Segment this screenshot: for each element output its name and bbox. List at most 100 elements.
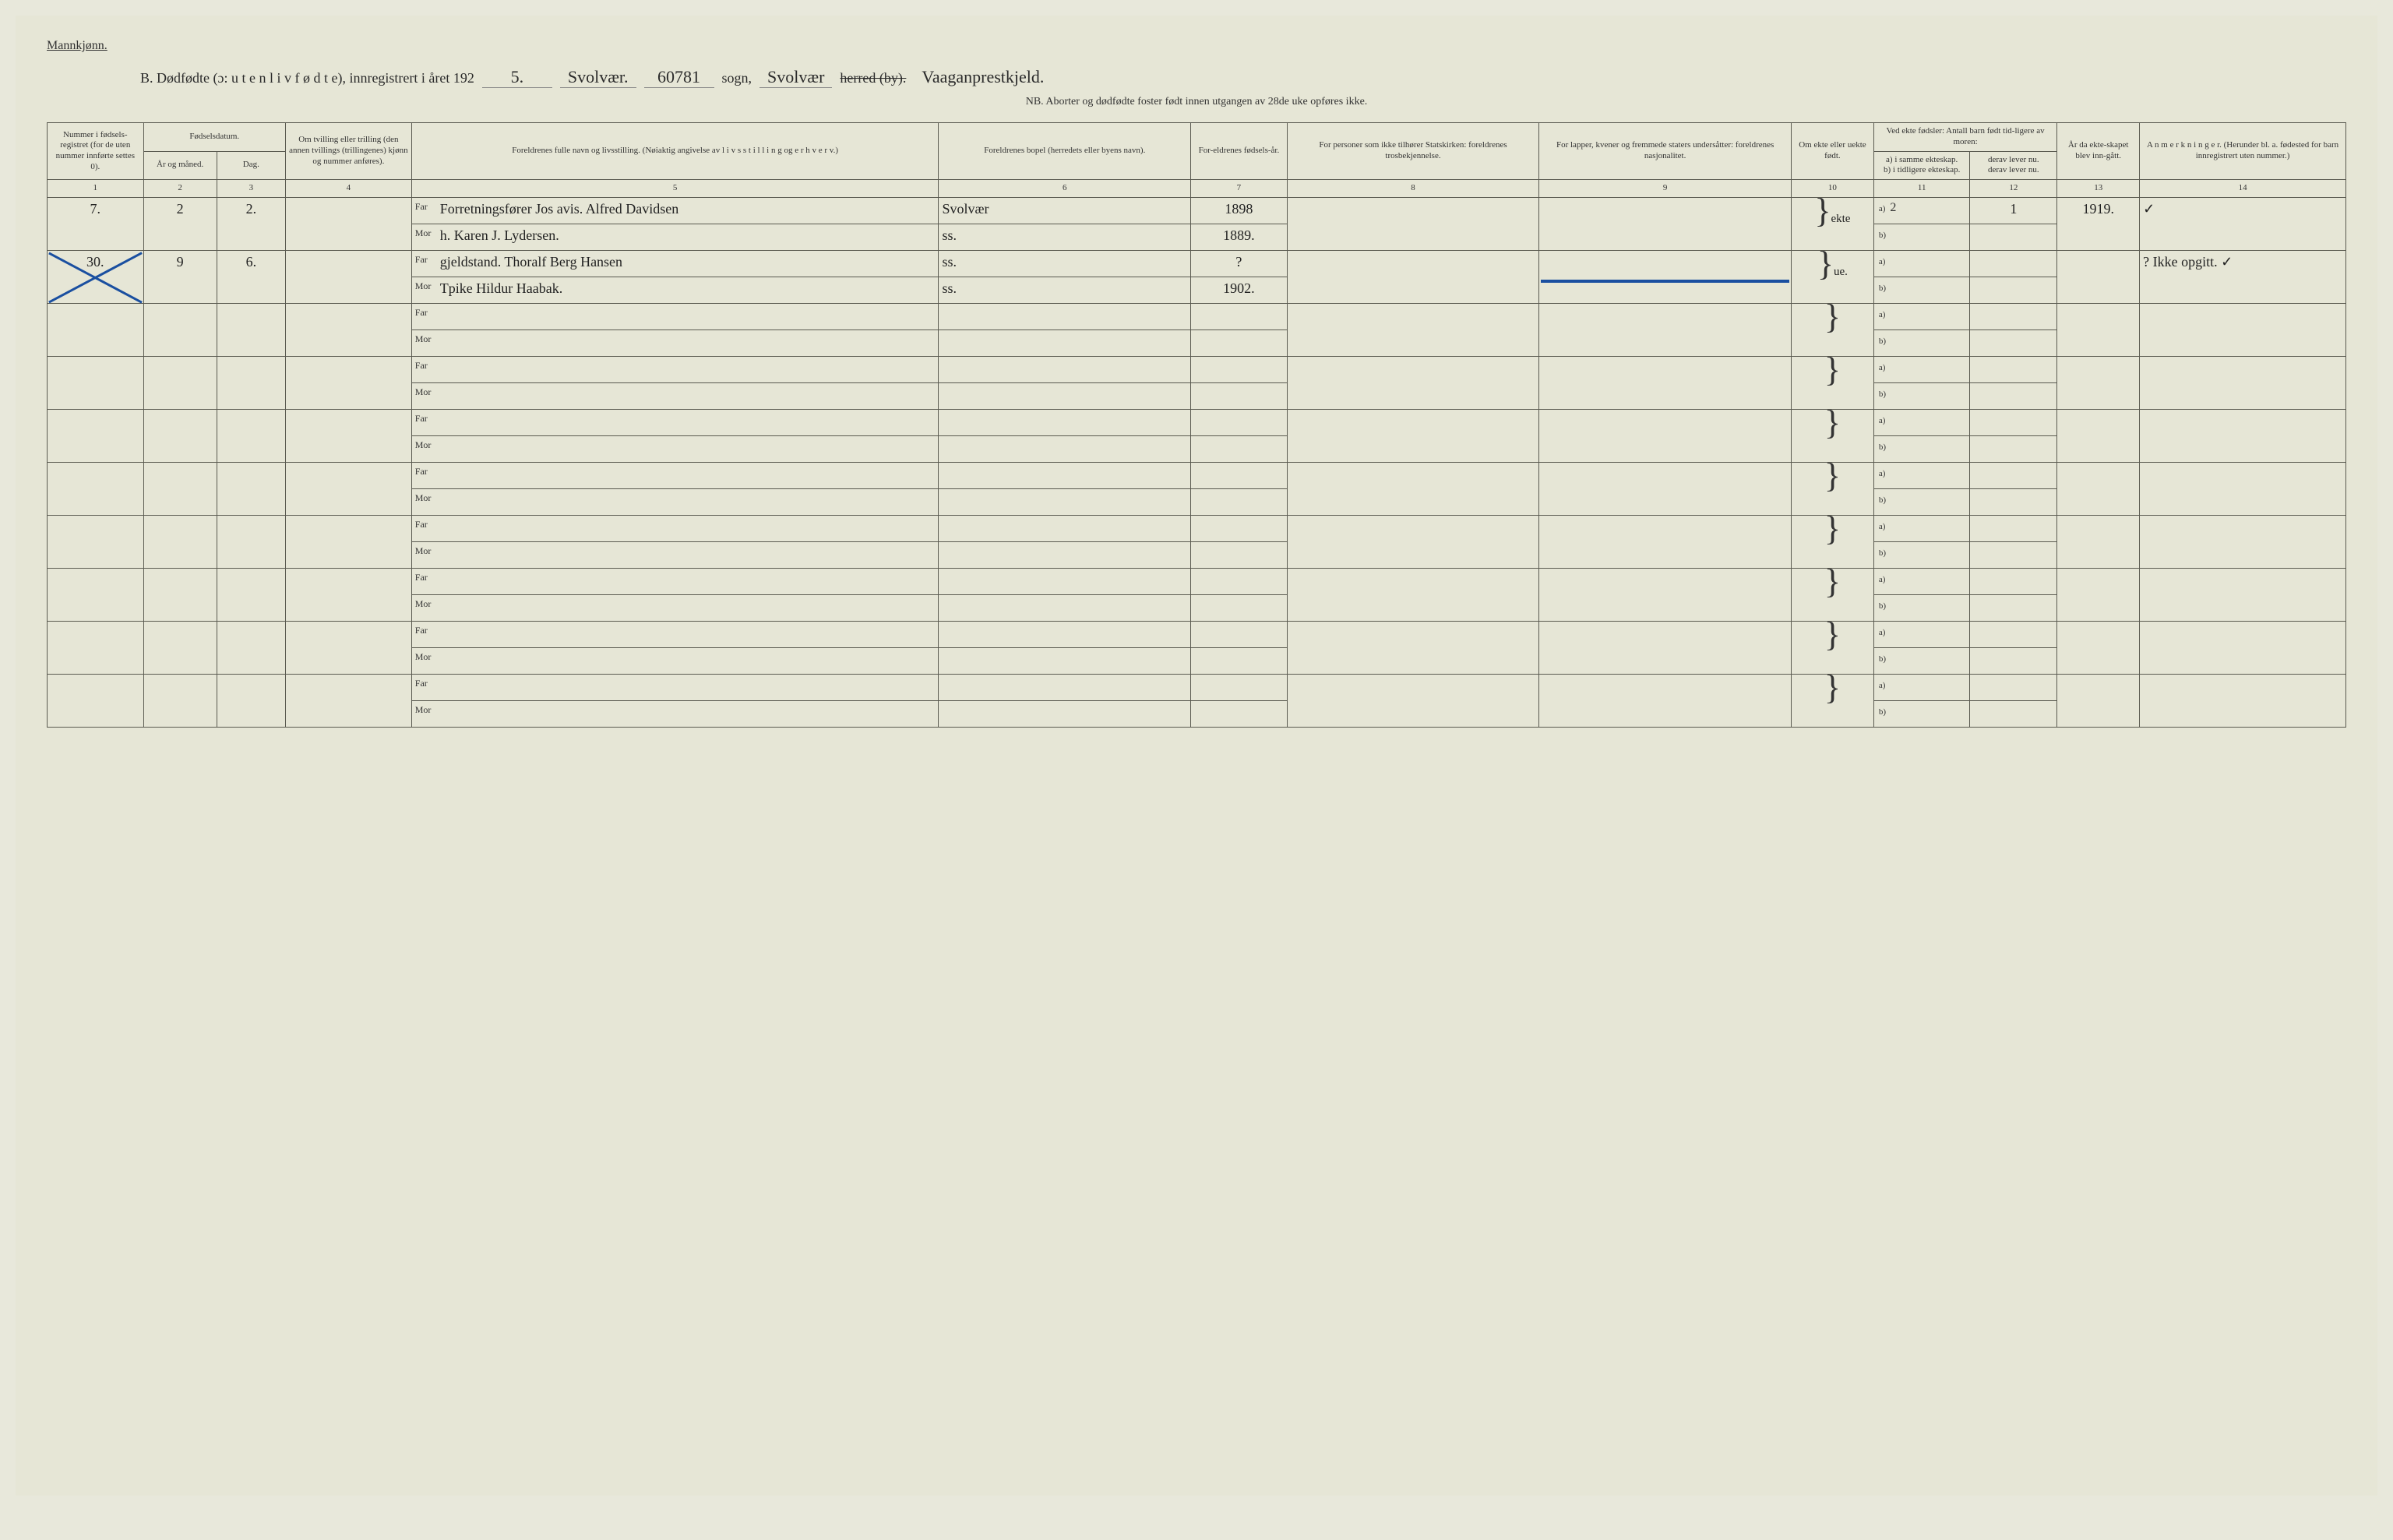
mor-label: Mor xyxy=(415,545,437,557)
cell-11a: a) xyxy=(1873,303,1970,329)
cell-13 xyxy=(2057,515,2140,568)
colnum-9: 9 xyxy=(1539,180,1792,198)
far-label: Far xyxy=(415,678,437,689)
cell-col9 xyxy=(1539,568,1792,621)
val-11b xyxy=(1886,598,1891,611)
cell-mor-name: Mor xyxy=(411,700,939,727)
cell-13 xyxy=(2057,568,2140,621)
cell-ym: 2 xyxy=(143,197,217,250)
cell-num xyxy=(48,356,144,409)
far-label: Far xyxy=(415,466,437,478)
cell-14 xyxy=(2140,356,2346,409)
cell-11b: b) xyxy=(1873,435,1970,462)
col-2a-header: År og måned. xyxy=(143,151,217,180)
entry-row-far: Far}a) xyxy=(48,356,2346,382)
cell-twin xyxy=(285,250,411,303)
colnum-2: 2 xyxy=(143,180,217,198)
cell-11a: a) xyxy=(1873,621,1970,647)
cell-11b: b) xyxy=(1873,700,1970,727)
cell-num xyxy=(48,621,144,674)
colnum-14: 14 xyxy=(2140,180,2346,198)
mor-name-text: Tpike Hildur Haabak. xyxy=(440,280,562,297)
cell-12b xyxy=(1970,329,2057,356)
mor-label: Mor xyxy=(415,704,437,716)
cell-num xyxy=(48,674,144,727)
entry-row-far: Far}a) xyxy=(48,515,2346,541)
table-body: 7.22.FarForretningsfører Jos avis. Alfre… xyxy=(48,197,2346,727)
cell-far-bopel xyxy=(939,515,1191,541)
cell-ekte-brace: } xyxy=(1791,356,1873,409)
cell-day xyxy=(217,356,285,409)
cell-far-bopel xyxy=(939,356,1191,382)
cell-far-name: Far xyxy=(411,356,939,382)
cell-ekte: ue. xyxy=(1834,266,1848,278)
mor-label: Mor xyxy=(415,227,437,239)
cell-far-year xyxy=(1191,356,1288,382)
table-head: Nummer i fødsels-registret (for de uten … xyxy=(48,123,2346,198)
cell-11a: a) xyxy=(1873,515,1970,541)
cell-far-bopel xyxy=(939,568,1191,594)
cell-far-name: Far xyxy=(411,409,939,435)
cell-ekte-brace: }ue. xyxy=(1791,250,1873,303)
col-10-header: Om ekte eller uekte født. xyxy=(1791,123,1873,180)
entry-row-far: Far}a) xyxy=(48,674,2346,700)
mor-label: Mor xyxy=(415,439,437,451)
cell-mor-bopel xyxy=(939,700,1191,727)
cell-ym xyxy=(143,356,217,409)
cell-13: 1919. xyxy=(2057,197,2140,250)
cell-12a xyxy=(1970,303,2057,329)
val-11b xyxy=(1886,333,1891,347)
entry-row-far: Far}a) xyxy=(48,621,2346,647)
cell-11b: b) xyxy=(1873,382,1970,409)
far-name-text: Forretningsfører Jos avis. Alfred Davids… xyxy=(440,201,678,217)
cell-mor-bopel: ss. xyxy=(939,277,1191,303)
mor-label: Mor xyxy=(415,651,437,663)
cell-far-bopel xyxy=(939,674,1191,700)
cell-12a xyxy=(1970,409,2057,435)
cell-day xyxy=(217,462,285,515)
cell-twin xyxy=(285,303,411,356)
val-11a xyxy=(1885,572,1890,585)
col-9-header: For lapper, kvener og fremmede staters u… xyxy=(1539,123,1792,180)
cell-mor-year xyxy=(1191,488,1288,515)
cell-mor-year: 1902. xyxy=(1191,277,1288,303)
val-11b xyxy=(1886,439,1891,453)
cell-twin xyxy=(285,568,411,621)
cell-far-name: Far xyxy=(411,303,939,329)
col-12b-label: derav lever nu. xyxy=(1973,165,2053,176)
cell-far-name: Far xyxy=(411,462,939,488)
cell-col8 xyxy=(1287,674,1539,727)
sub-note: NB. Aborter og dødfødte foster født inne… xyxy=(47,96,2346,108)
cell-col9 xyxy=(1539,674,1792,727)
val-11a xyxy=(1885,466,1890,479)
cell-mor-bopel xyxy=(939,382,1191,409)
cell-mor-bopel xyxy=(939,488,1191,515)
cell-far-name: Far xyxy=(411,621,939,647)
cell-mor-name: Mor xyxy=(411,329,939,356)
cell-12a xyxy=(1970,250,2057,277)
cell-ekte-brace: }ekte xyxy=(1791,197,1873,250)
cell-13 xyxy=(2057,621,2140,674)
colnum-11: 11 xyxy=(1873,180,1970,198)
far-label: Far xyxy=(415,572,437,583)
cell-mor-bopel: ss. xyxy=(939,224,1191,250)
right-hand-text: Vaaganprestkjeld. xyxy=(914,67,1052,87)
col-2-top-header: Fødselsdatum. xyxy=(143,123,285,152)
cell-num xyxy=(48,462,144,515)
cell-far-name: Far xyxy=(411,674,939,700)
cell-col8 xyxy=(1287,462,1539,515)
cell-13 xyxy=(2057,462,2140,515)
cell-mor-year xyxy=(1191,594,1288,621)
cell-12b xyxy=(1970,594,2057,621)
cell-12b xyxy=(1970,224,2057,250)
cell-11b: b) xyxy=(1873,488,1970,515)
cell-col9 xyxy=(1539,515,1792,568)
cell-ekte-brace: } xyxy=(1791,515,1873,568)
mor-name-text: h. Karen J. Lydersen. xyxy=(440,227,559,244)
cell-12a xyxy=(1970,515,2057,541)
cell-col9 xyxy=(1539,409,1792,462)
col-12a-label: derav lever nu. xyxy=(1973,155,2053,166)
cell-day xyxy=(217,409,285,462)
colnum-8: 8 xyxy=(1287,180,1539,198)
cell-col8 xyxy=(1287,250,1539,303)
